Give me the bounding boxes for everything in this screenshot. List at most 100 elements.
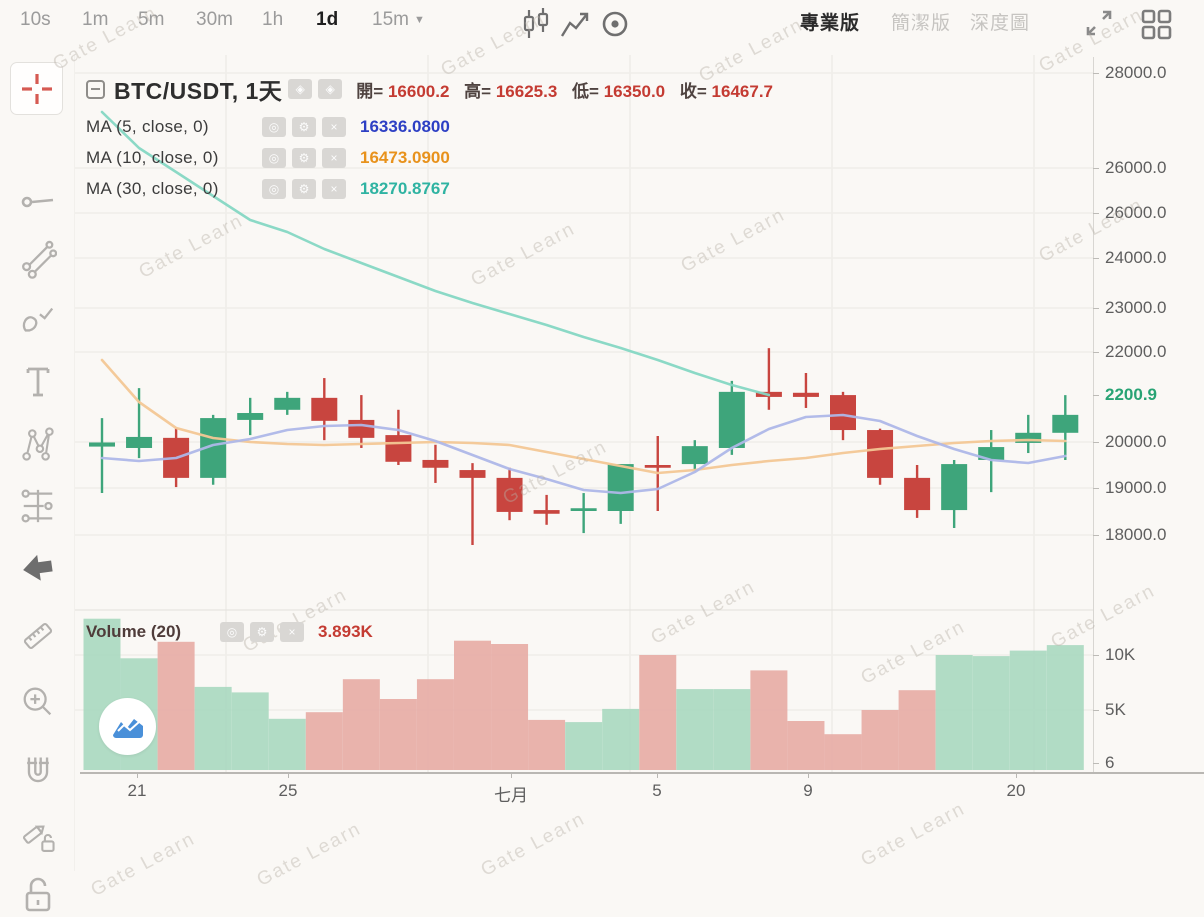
layout-grid-icon[interactable]	[1140, 8, 1172, 45]
eye-icon[interactable]: ◎	[262, 148, 286, 168]
collapse-pane-icon[interactable]	[86, 79, 105, 99]
ma30-value: 18270.8767	[360, 179, 450, 198]
pitchfork-tool[interactable]	[19, 240, 57, 279]
watermark-text: Gate Learn	[857, 798, 970, 871]
candle-body	[126, 436, 153, 448]
ma30-label: MA (30, close, 0)	[86, 179, 219, 198]
close-icon[interactable]: ×	[280, 622, 304, 642]
drawing-lock-tool[interactable]	[19, 819, 57, 857]
settings-icon[interactable]: ◈	[318, 79, 343, 99]
trend-line-tool[interactable]	[19, 183, 57, 221]
line-chart-icon[interactable]	[560, 10, 592, 43]
gear-icon[interactable]: ⚙	[292, 117, 316, 137]
brush-tool[interactable]	[19, 301, 57, 339]
symbol-title: BTC/USDT, 1天	[114, 78, 283, 104]
candle-body	[718, 391, 745, 448]
time-axis-label: 七月	[494, 786, 528, 805]
price-axis-label: 19000.0	[1105, 478, 1167, 497]
close-icon[interactable]: ×	[322, 148, 346, 168]
volume-bar	[268, 718, 306, 770]
interval-button[interactable]: 10s	[20, 9, 51, 30]
gear-icon[interactable]: ⚙	[250, 622, 274, 642]
pattern-tool[interactable]	[19, 425, 57, 463]
indicator-target-icon[interactable]	[600, 9, 630, 44]
candle-body	[644, 465, 671, 468]
ma-line-ma5	[100, 413, 1067, 495]
time-tick	[511, 773, 512, 778]
volume-bar	[491, 644, 529, 770]
trading-chart-app: { "toolbar": { "intervals": [ {"label":"…	[10, 2, 1204, 912]
watermark-text: Gate Learn	[87, 828, 200, 901]
candlestick-chart-icon[interactable]	[521, 7, 551, 46]
interval-dropdown[interactable]: 15m ▼	[372, 9, 425, 31]
axis-tick	[1093, 395, 1099, 396]
time-axis-label: 25	[278, 781, 298, 800]
forecast-tool[interactable]	[19, 487, 57, 525]
undo-arrow[interactable]	[19, 549, 57, 587]
volume-axis-label: 10K	[1105, 645, 1136, 664]
candle-body	[570, 508, 597, 511]
ma5-value: 16336.0800	[360, 117, 450, 136]
lock-all-tool[interactable]	[19, 877, 57, 915]
volume-bar	[1046, 645, 1084, 770]
fullscreen-icon[interactable]	[1084, 8, 1114, 43]
watermark-text: Gate Learn	[253, 818, 366, 891]
volume-bar	[972, 656, 1010, 770]
candle-body	[89, 442, 115, 447]
candle-body	[385, 435, 412, 462]
interval-button[interactable]: 1m	[82, 9, 109, 30]
close-icon[interactable]: ×	[322, 179, 346, 199]
tab-simple-version[interactable]: 簡潔版	[891, 13, 952, 34]
candle-body	[533, 510, 560, 514]
eye-icon[interactable]: ◎	[262, 117, 286, 137]
close-icon[interactable]: ×	[322, 117, 346, 137]
axis-tick	[1093, 442, 1099, 443]
candle-body	[681, 446, 708, 465]
volume-bar	[231, 692, 269, 770]
gear-icon[interactable]: ⚙	[292, 148, 316, 168]
price-axis-border	[1093, 57, 1094, 773]
tab-pro-version[interactable]: 專業版	[800, 13, 861, 34]
interval-dropdown-label: 15m	[372, 9, 409, 30]
eye-icon[interactable]: ◎	[220, 622, 244, 642]
time-tick	[288, 773, 289, 778]
axis-tick	[1093, 73, 1099, 74]
candle-body	[274, 397, 301, 410]
axis-tick	[1093, 535, 1099, 536]
eye-icon[interactable]: ◎	[262, 179, 286, 199]
volume-bar	[565, 722, 603, 770]
crosshair-tool[interactable]	[10, 62, 63, 115]
volume-bar	[454, 640, 491, 770]
chart-header: BTC/USDT, 1天 ◈ ◈ 開= 16600.2 高= 16625.3 低…	[86, 72, 783, 210]
zoom-in-tool[interactable]	[19, 683, 57, 721]
price-axis-label: 23000.0	[1105, 298, 1167, 317]
current-price-label: 2200.9	[1105, 385, 1157, 404]
volume-axis-label: 6	[1105, 753, 1115, 772]
interval-button[interactable]: 5m	[138, 9, 165, 30]
chart-canvas[interactable]	[75, 55, 1093, 800]
volume-bar	[676, 689, 714, 770]
gear-icon[interactable]: ⚙	[292, 179, 316, 199]
magnet-tool[interactable]	[19, 753, 57, 791]
text-tool[interactable]	[19, 363, 57, 401]
candle-body	[459, 470, 486, 478]
brand-logo	[99, 698, 156, 755]
volume-bar	[750, 670, 788, 770]
ruler-tool[interactable]	[19, 617, 57, 655]
volume-indicator-label: Volume (20)	[86, 622, 182, 641]
volume-bar	[824, 734, 862, 770]
interval-button[interactable]: 30m	[196, 9, 233, 30]
price-axis-label: 24000.0	[1105, 248, 1167, 267]
interval-button[interactable]: 1d	[316, 9, 339, 30]
volume-bar	[305, 712, 343, 770]
candle-body	[867, 430, 894, 478]
candle-body	[1015, 432, 1042, 443]
interval-button[interactable]: 1h	[262, 9, 284, 30]
volume-bar	[639, 655, 677, 770]
price-axis-label: 26000.0	[1105, 203, 1167, 222]
ma10-label: MA (10, close, 0)	[86, 148, 219, 167]
time-axis-label: 20	[1006, 781, 1026, 800]
tab-depth-chart[interactable]: 深度圖	[970, 13, 1031, 34]
ohlc-readout: 開= 16600.2 高= 16625.3 低= 16350.0 收= 1646…	[356, 81, 773, 101]
eye-icon[interactable]: ◈	[288, 79, 313, 99]
